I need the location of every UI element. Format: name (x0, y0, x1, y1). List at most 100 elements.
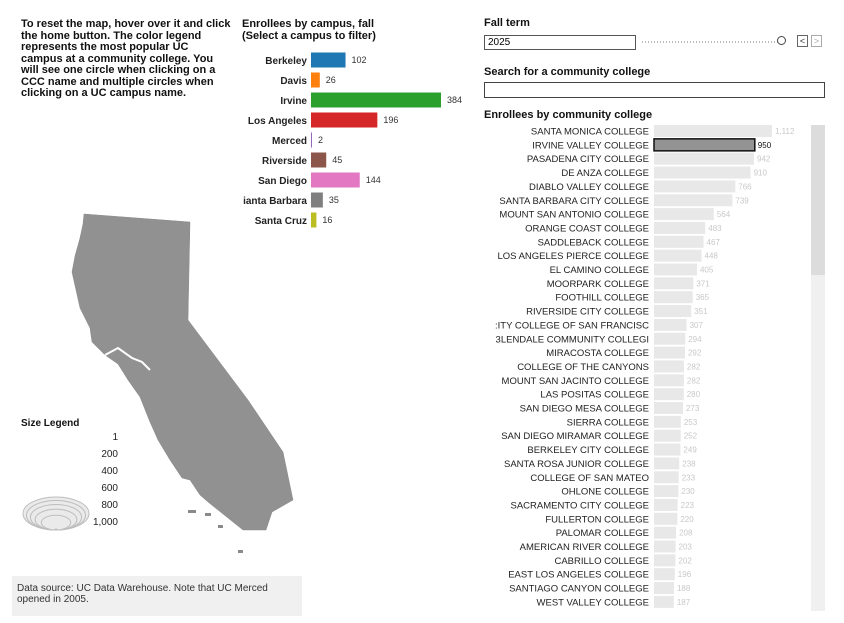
college-bar[interactable] (654, 388, 684, 401)
college-label[interactable]: MOUNT SAN JACINTO COLLEGE (502, 376, 649, 387)
college-bar[interactable] (654, 346, 685, 359)
college-bar[interactable] (654, 415, 681, 428)
college-bar[interactable] (654, 471, 679, 484)
college-label[interactable]: SADDLEBACK COLLEGE (538, 237, 649, 248)
campus-bar[interactable] (311, 52, 346, 68)
campus-bar[interactable] (311, 92, 441, 108)
college-label[interactable]: MOORPARK COLLEGE (547, 279, 649, 290)
college-bar[interactable] (654, 485, 679, 498)
scrollbar-thumb[interactable] (811, 125, 825, 275)
college-bar[interactable] (654, 498, 678, 511)
college-bar[interactable] (654, 429, 681, 442)
college-bar[interactable] (654, 554, 676, 567)
campus-label[interactable]: ianta Barbara (243, 196, 307, 207)
college-bar[interactable] (654, 374, 684, 387)
college-label[interactable]: LAS POSITAS COLLEGE (540, 390, 649, 401)
campus-bar[interactable] (311, 72, 320, 88)
college-label[interactable]: SANTIAGO CANYON COLLEGE (509, 584, 649, 595)
campus-bar[interactable] (311, 112, 378, 128)
fall-term-slider-track[interactable] (642, 41, 782, 43)
college-label[interactable]: SANTA ROSA JUNIOR COLLEGE (504, 459, 649, 470)
next-term-button[interactable]: > (811, 35, 822, 47)
college-bar[interactable] (654, 166, 751, 179)
college-bar[interactable] (654, 526, 677, 539)
college-bar[interactable] (654, 263, 697, 276)
college-bar[interactable] (654, 180, 736, 193)
college-bar[interactable] (654, 443, 681, 456)
college-label[interactable]: SAN DIEGO MESA COLLEGE (520, 404, 649, 415)
college-label[interactable]: MIRACOSTA COLLEGE (546, 348, 649, 359)
college-label[interactable]: DIABLO VALLEY COLLEGE (529, 182, 649, 193)
campus-bar[interactable] (311, 212, 317, 228)
college-value-label: 196 (678, 570, 692, 579)
fall-term-slider-knob[interactable] (777, 36, 786, 45)
college-bar[interactable] (654, 291, 693, 304)
community-college-bar-chart[interactable]: SANTA MONICA COLLEGE 1,112 IRVINE VALLEY C… (480, 124, 810, 612)
college-bar[interactable] (654, 360, 684, 373)
college-bar[interactable] (654, 305, 692, 318)
campus-label[interactable]: Irvine (280, 96, 307, 107)
campus-bar[interactable] (311, 152, 327, 168)
college-bar[interactable] (654, 318, 687, 331)
college-bar[interactable] (653, 138, 756, 152)
college-label[interactable]: FULLERTON COLLEGE (545, 514, 649, 525)
college-bar[interactable] (654, 568, 675, 581)
college-label[interactable]: PALOMAR COLLEGE (556, 528, 649, 539)
campus-bar[interactable] (311, 172, 360, 188)
college-bar[interactable] (654, 235, 704, 248)
college-bar[interactable] (654, 582, 674, 595)
college-bar[interactable] (654, 208, 714, 221)
campus-label[interactable]: Davis (280, 76, 307, 87)
search-input[interactable] (484, 82, 825, 98)
college-label[interactable]: WEST VALLEY COLLEGE (537, 597, 649, 608)
college-label[interactable]: SANTA MONICA COLLEGE (531, 127, 649, 138)
college-bar[interactable] (654, 332, 686, 345)
previous-term-button[interactable]: < (797, 35, 808, 47)
college-label[interactable]: ORANGE COAST COLLEGE (525, 223, 649, 234)
college-label[interactable]: EL CAMINO COLLEGE (550, 265, 649, 276)
college-label[interactable]: DE ANZA COLLEGE (561, 168, 649, 179)
college-bar[interactable] (654, 402, 683, 414)
campus-label[interactable]: Merced (272, 136, 307, 147)
college-bar[interactable] (654, 512, 678, 525)
college-label[interactable]: COLLEGE OF THE CANYONS (517, 362, 649, 373)
campus-label[interactable]: Los Angeles (248, 116, 308, 127)
college-bar[interactable] (654, 457, 680, 470)
college-label[interactable]: IRVINE VALLEY COLLEGE (532, 140, 649, 151)
college-bar[interactable] (654, 540, 676, 553)
college-bar[interactable] (654, 194, 733, 207)
campus-bar[interactable] (311, 192, 323, 208)
college-label[interactable]: PASADENA CITY COLLEGE (527, 154, 649, 165)
college-bar[interactable] (654, 249, 702, 262)
college-label[interactable]: MOUNT SAN ANTONIO COLLEGE (499, 210, 649, 221)
fall-term-field[interactable]: 2025 (484, 35, 636, 50)
college-label[interactable]: :ITY COLLEGE OF SAN FRANCISC (495, 320, 649, 331)
college-label[interactable]: RIVERSIDE CITY COLLEGE (526, 307, 649, 318)
college-label[interactable]: BERKELEY CITY COLLEGE (527, 445, 649, 456)
college-label[interactable]: EAST LOS ANGELES COLLEGE (508, 570, 649, 581)
college-label[interactable]: SANTA BARBARA CITY COLLEGE (499, 196, 649, 207)
college-label[interactable]: FOOTHILL COLLEGE (555, 293, 649, 304)
college-label[interactable]: SAN DIEGO MIRAMAR COLLEGE (501, 431, 649, 442)
california-shape[interactable] (71, 213, 294, 553)
college-bar[interactable] (654, 595, 674, 608)
college-bar[interactable] (654, 221, 706, 234)
campus-label[interactable]: San Diego (258, 176, 307, 187)
campus-label[interactable]: Berkeley (265, 56, 307, 67)
college-bar[interactable] (654, 125, 772, 137)
campus-label[interactable]: Riverside (262, 156, 307, 167)
college-label[interactable]: SACRAMENTO CITY COLLEGE (511, 500, 650, 511)
college-bar[interactable] (654, 277, 694, 290)
college-label[interactable]: COLLEGE OF SAN MATEO (530, 473, 649, 484)
college-label[interactable]: 3LENDALE COMMUNITY COLLEGI (496, 334, 649, 345)
college-label[interactable]: AMERICAN RIVER COLLEGE (520, 542, 649, 553)
campus-bar-chart[interactable]: Berkeley 102 Davis 26 Irvine 384 Los Angeles 19… (230, 48, 470, 238)
college-label[interactable]: LOS ANGELES PIERCE COLLEGE (497, 251, 649, 262)
campus-bar[interactable] (311, 132, 312, 148)
campus-label[interactable]: Santa Cruz (255, 216, 307, 227)
college-label[interactable]: SIERRA COLLEGE (567, 417, 649, 428)
college-bar[interactable] (654, 152, 754, 165)
california-map[interactable]: Size Legend 1 200 400 600 800 1,000 (0, 200, 310, 570)
college-label[interactable]: CABRILLO COLLEGE (554, 556, 649, 567)
college-label[interactable]: OHLONE COLLEGE (561, 487, 649, 498)
